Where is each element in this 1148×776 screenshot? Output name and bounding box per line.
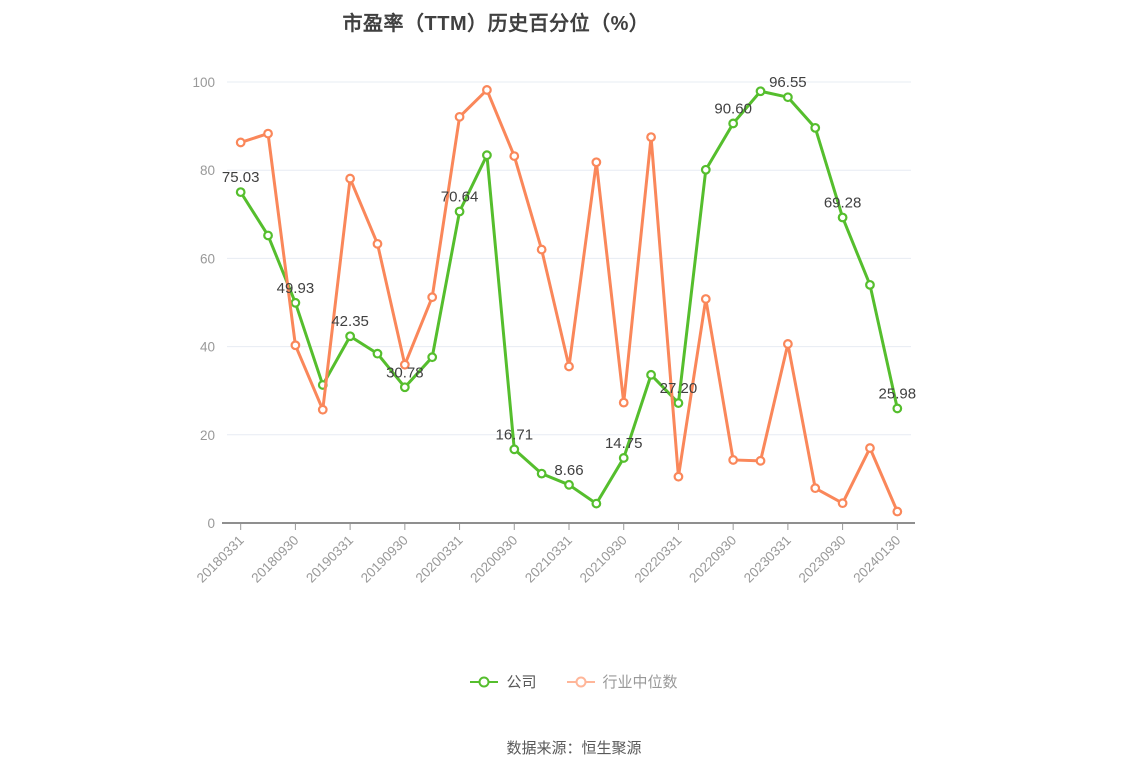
x-axis-label: 20190331 (303, 533, 356, 586)
legend-industry-median-label: 行业中位数 (602, 674, 678, 691)
industry-median-point[interactable] (427, 292, 438, 303)
company-point[interactable] (509, 444, 520, 455)
company-point[interactable] (482, 150, 492, 161)
industry-median-point[interactable] (646, 132, 656, 143)
x-axis-label: 20210331 (522, 533, 575, 586)
x-axis-label: 20230331 (741, 533, 794, 586)
y-axis-label: 0 (207, 516, 215, 531)
industry-median-point[interactable] (454, 111, 465, 122)
legend-company-label: 公司 (506, 674, 537, 691)
company-point[interactable] (345, 331, 356, 342)
x-axis-label: 20190930 (358, 533, 411, 586)
x-axis-label: 20200930 (467, 533, 520, 586)
industry-median-point[interactable] (536, 244, 547, 255)
company-point-label: 90.60 (714, 100, 752, 117)
x-axis-label: 20230930 (796, 533, 849, 586)
company-point-label: 96.55 (769, 74, 807, 91)
company-point[interactable] (263, 230, 273, 241)
company-point-label: 16.71 (496, 426, 534, 443)
industry-median-point[interactable] (591, 157, 602, 168)
company-point[interactable] (700, 164, 711, 175)
company-point[interactable] (810, 122, 821, 133)
company-point-label: 27.20 (660, 380, 698, 397)
company-point[interactable] (618, 453, 629, 463)
company-point-label: 25.98 (879, 385, 917, 402)
line-chart-plot: 0 20 40 60 80 100 20180331 20180930 20190331 2019… (192, 74, 917, 586)
industry-median-point[interactable] (564, 361, 574, 372)
company-line (239, 89, 899, 506)
industry-median-point[interactable] (755, 455, 766, 466)
x-axis-label: 20200331 (413, 533, 466, 586)
industry-median-point[interactable] (290, 340, 301, 351)
company-point[interactable] (290, 297, 301, 308)
x-axis-label: 20240130 (850, 533, 903, 586)
company-point[interactable] (673, 398, 684, 408)
industry-median-point[interactable] (263, 128, 273, 139)
company-point[interactable] (865, 279, 875, 290)
y-axis-label: 80 (200, 163, 215, 178)
company-point[interactable] (235, 187, 246, 198)
industry-median-point[interactable] (235, 137, 246, 148)
legend-item-company[interactable]: 公司 (470, 671, 537, 692)
industry-median-point[interactable] (372, 238, 383, 249)
company-point[interactable] (372, 348, 383, 359)
industry-median-point[interactable] (810, 483, 821, 494)
x-axis-label: 20220331 (631, 533, 684, 586)
company-point[interactable] (399, 382, 410, 393)
industry-median-point[interactable] (509, 151, 520, 161)
industry-median-point[interactable] (700, 294, 711, 304)
company-point[interactable] (837, 212, 848, 223)
company-point[interactable] (728, 118, 739, 129)
industry-median-point[interactable] (399, 359, 410, 370)
industry-median-point[interactable] (618, 397, 629, 408)
company-point[interactable] (427, 352, 438, 363)
chart-title: 市盈率（TTM）历史百分位（%） (342, 13, 650, 35)
company-point-label: 75.03 (222, 169, 260, 186)
y-axis-label: 60 (200, 251, 215, 266)
legend-company-icon (470, 676, 499, 687)
x-axis-label: 20180930 (248, 533, 301, 586)
company-point[interactable] (646, 369, 656, 380)
company-point[interactable] (454, 206, 465, 217)
company-point-label: 42.35 (331, 313, 369, 330)
data-source-note: 数据来源：恒生聚源 (506, 740, 642, 757)
industry-median-point[interactable] (782, 339, 793, 349)
industry-median-point[interactable] (345, 173, 356, 184)
company-point[interactable] (564, 479, 574, 490)
company-point-label: 8.66 (554, 462, 583, 479)
industry-median-point[interactable] (673, 471, 684, 482)
y-axis-label: 40 (200, 340, 215, 355)
company-point[interactable] (892, 403, 903, 414)
company-point[interactable] (536, 468, 547, 479)
company-point[interactable] (591, 498, 602, 509)
x-axis-label: 20180331 (194, 533, 247, 586)
industry-median-point[interactable] (892, 506, 903, 517)
company-point[interactable] (755, 86, 766, 97)
industry-median-point[interactable] (728, 455, 739, 465)
x-axis-label: 20210930 (577, 533, 630, 586)
industry-median-point[interactable] (837, 498, 848, 509)
y-axis-label: 100 (192, 75, 215, 90)
company-point-label: 69.28 (824, 194, 862, 211)
chart-legend: 公司 行业中位数 (0, 671, 1148, 692)
company-point-label: 30.78 (386, 364, 424, 381)
company-point-label: 70.64 (441, 188, 479, 205)
industry-median-point[interactable] (482, 85, 492, 95)
company-point-label: 49.93 (277, 280, 315, 297)
industry-median-point[interactable] (865, 443, 875, 453)
industry-median-point[interactable] (317, 404, 328, 415)
legend-industry-median-icon (566, 676, 595, 687)
company-point[interactable] (782, 92, 793, 103)
x-axis-label: 20220930 (686, 533, 739, 586)
company-point-label: 14.75 (605, 435, 643, 452)
legend-item-industry-median[interactable]: 行业中位数 (566, 671, 678, 692)
y-axis-label: 20 (200, 428, 215, 443)
industry-median-line (239, 88, 899, 514)
